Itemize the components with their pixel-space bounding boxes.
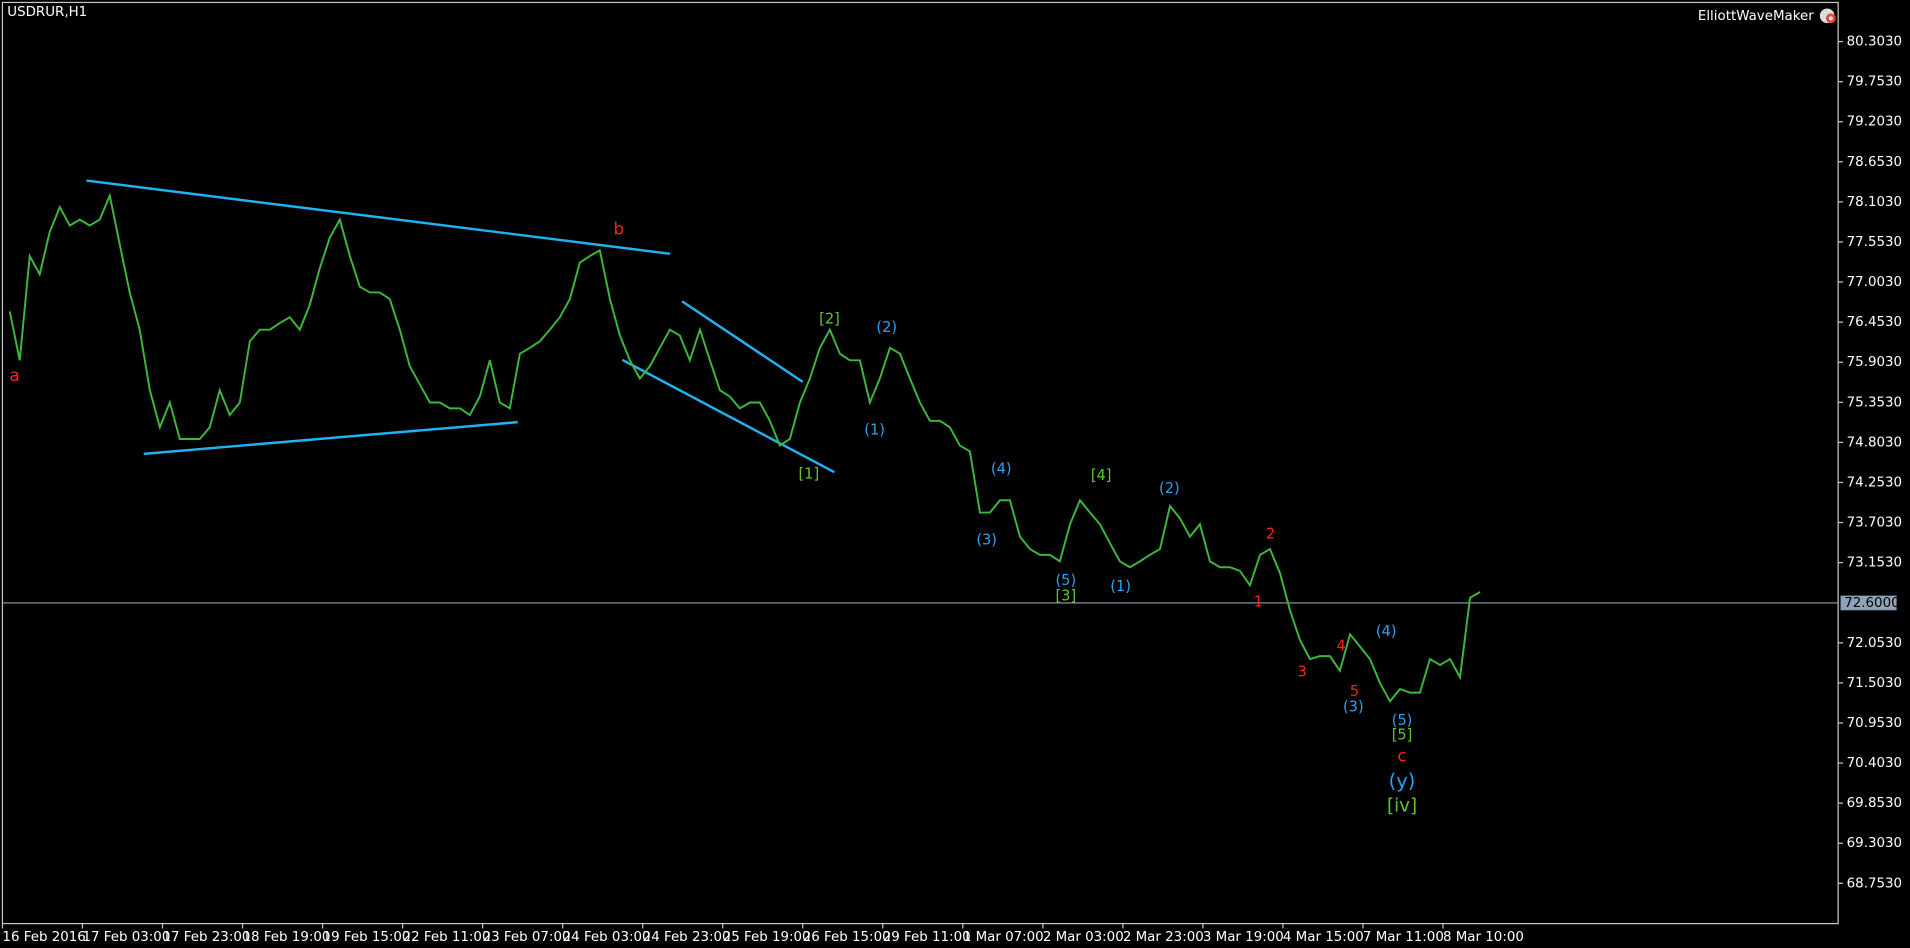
plot-frame — [1, 1, 1839, 925]
wave-label: (5) — [1056, 572, 1077, 589]
wave-label: [2] — [819, 311, 840, 328]
y-tick-label: 78.6530 — [1847, 155, 1902, 170]
x-tick-label: 8 Mar 10:00 — [1443, 930, 1524, 945]
x-tick-label: 29 Feb 11:00 — [883, 930, 971, 945]
wave-label: 5 — [1350, 683, 1359, 700]
wave-label: (y) — [1389, 770, 1416, 793]
x-tick-label: 24 Feb 03:00 — [563, 930, 651, 945]
y-tick-label: 68.7530 — [1847, 876, 1902, 891]
wave-label: (3) — [976, 531, 997, 548]
trend-lines — [86, 179, 835, 474]
price-line — [8, 192, 1481, 704]
wave-label: [iv] — [1387, 795, 1417, 816]
wave-label: (5) — [1392, 712, 1413, 729]
wave-label: b — [613, 219, 624, 239]
y-tick-label: 70.9530 — [1847, 716, 1902, 731]
y-tick-label: 75.9030 — [1847, 355, 1902, 370]
x-tick-label: 4 Mar 15:00 — [1283, 930, 1364, 945]
wave-label: c — [1397, 746, 1406, 766]
y-tick-label: 75.3530 — [1847, 395, 1902, 410]
y-tick-label: 77.0030 — [1847, 275, 1902, 290]
x-tick-label: 1 Mar 07:00 — [963, 930, 1044, 945]
wave-label: 2 — [1266, 525, 1275, 542]
y-tick-label: 69.8530 — [1847, 796, 1902, 811]
wave-label: (1) — [1110, 578, 1131, 595]
trend-line — [86, 179, 671, 255]
wave-label: (3) — [1343, 699, 1364, 716]
wave-label: [1] — [798, 466, 819, 483]
x-tick-label: 22 Feb 11:00 — [403, 930, 491, 945]
current-price-label: 72.6000 — [1844, 596, 1899, 611]
x-tick-label: 19 Feb 15:00 — [323, 930, 411, 945]
wave-label: 3 — [1298, 663, 1307, 680]
x-tick-label: 17 Feb 03:00 — [82, 930, 170, 945]
wave-label: 1 — [1254, 594, 1263, 611]
x-tick-label: 23 Feb 07:00 — [483, 930, 571, 945]
y-tick-label: 73.1530 — [1847, 556, 1902, 571]
wave-label: [3] — [1056, 588, 1077, 605]
y-tick-label: 70.4030 — [1847, 756, 1902, 771]
wave-label: (2) — [876, 319, 897, 336]
y-tick-label: 74.8030 — [1847, 435, 1902, 450]
chart-title: USDRUR,H1 — [7, 5, 87, 20]
y-tick-label: 77.5530 — [1847, 235, 1902, 250]
y-tick-label: 78.1030 — [1847, 195, 1902, 210]
indicator-name: ElliottWaveMaker — [1698, 9, 1814, 24]
x-tick-label: 26 Feb 15:00 — [803, 930, 891, 945]
wave-label: 4 — [1336, 638, 1345, 655]
x-tick-label: 2 Mar 23:00 — [1123, 930, 1204, 945]
x-tick-label: 25 Feb 19:00 — [723, 930, 811, 945]
y-tick-label: 72.0530 — [1847, 636, 1902, 651]
wave-label: (1) — [864, 422, 885, 439]
x-tick-label: 3 Mar 19:00 — [1203, 930, 1284, 945]
y-tick-label: 79.7530 — [1847, 75, 1902, 90]
wave-label: [4] — [1091, 467, 1112, 484]
y-tick-label: 71.5030 — [1847, 676, 1902, 691]
indicator-icon — [1819, 8, 1836, 24]
x-tick-label: 17 Feb 23:00 — [162, 930, 250, 945]
trend-line — [681, 300, 804, 383]
x-tick-label: 24 Feb 23:00 — [643, 930, 731, 945]
y-tick-label: 80.3030 — [1847, 35, 1902, 50]
wave-label: (4) — [1376, 623, 1397, 640]
wave-label: a — [9, 366, 19, 386]
x-tick-label: 18 Feb 19:00 — [243, 930, 331, 945]
trend-line — [621, 358, 835, 474]
current-price-box — [1840, 595, 1897, 611]
y-tick-label: 79.2030 — [1847, 115, 1902, 130]
y-tick-label: 74.2530 — [1847, 475, 1902, 490]
x-tick-label: 2 Mar 03:00 — [1043, 930, 1124, 945]
y-tick-label: 69.3030 — [1847, 836, 1902, 851]
wave-label: (2) — [1159, 480, 1180, 497]
wave-label: [5] — [1392, 727, 1413, 744]
y-tick-label: 76.4530 — [1847, 315, 1902, 330]
x-tick-label: 16 Feb 2016 — [2, 930, 85, 945]
wave-label: (4) — [991, 461, 1012, 478]
trend-line — [143, 420, 518, 456]
y-tick-label: 73.7030 — [1847, 516, 1902, 531]
x-tick-label: 7 Mar 11:00 — [1363, 930, 1444, 945]
